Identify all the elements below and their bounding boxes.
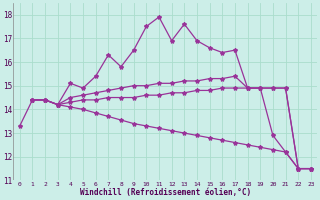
X-axis label: Windchill (Refroidissement éolien,°C): Windchill (Refroidissement éolien,°C) (80, 188, 251, 197)
